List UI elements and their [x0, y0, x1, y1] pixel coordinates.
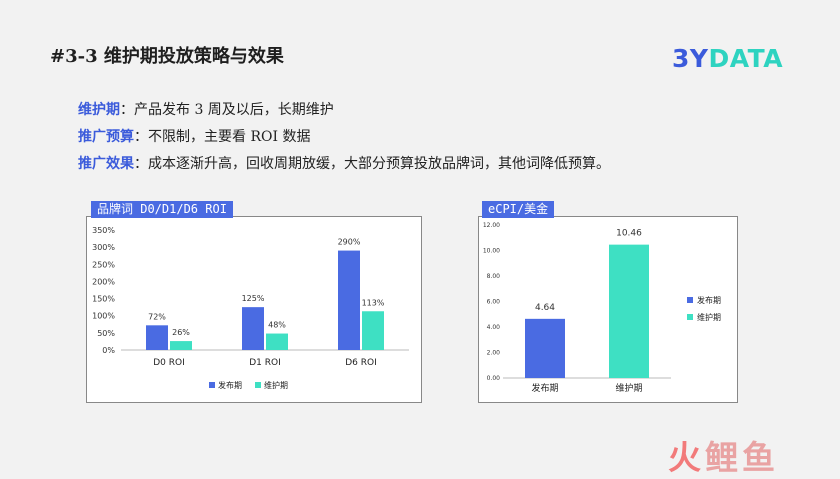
data-label: 290% [338, 238, 361, 247]
data-label: 26% [172, 328, 190, 337]
data-label: 72% [148, 312, 166, 321]
bullet-key: 维护期 [78, 102, 120, 118]
bullet-item: 推广效果：成本逐渐升高，回收周期放缓，大部分预算投放品牌词，其他词降低预算。 [78, 151, 610, 178]
bullet-item: 维护期：产品发布 3 周及以后，长期维护 [78, 97, 610, 124]
logo-part-2: DATA [708, 44, 784, 73]
watermark-logo: 火鲤鱼 [668, 431, 779, 479]
bar-release [242, 307, 264, 350]
logo-part-1: 3Y [672, 44, 709, 73]
legend-swatch [687, 314, 693, 320]
ecpi-chart-title: eCPI/美金 [482, 201, 555, 218]
x-tick-label: D6 ROI [345, 358, 377, 368]
data-label: 4.64 [535, 303, 555, 313]
bullet-list: 维护期：产品发布 3 周及以后，长期维护 推广预算：不限制，主要看 ROI 数据… [78, 97, 610, 178]
ecpi-chart-panel: 0.00 2.00 4.00 6.00 8.00 10.00 12.00 4.64 发布期 10.… [478, 216, 738, 403]
bullet-key: 推广效果 [78, 156, 134, 172]
y-tick-label: 8.00 [487, 273, 501, 280]
bullet-text: ：产品发布 3 周及以后，长期维护 [120, 102, 334, 118]
watermark-part-1: 火 [668, 438, 705, 477]
legend-label: 维护期 [697, 312, 721, 322]
data-label: 48% [268, 321, 286, 330]
brand-logo: 3YDATA [672, 44, 783, 73]
legend-label: 维护期 [264, 380, 288, 390]
bar-maintenance [362, 311, 384, 350]
x-tick-label: 维护期 [615, 382, 642, 394]
bar-maintenance [609, 244, 649, 378]
legend-label: 发布期 [697, 295, 721, 305]
y-tick-label: 300% [92, 243, 115, 252]
legend-swatch [687, 297, 693, 303]
x-tick-label: D0 ROI [153, 358, 185, 368]
legend-label: 发布期 [218, 380, 242, 390]
y-tick-label: 10.00 [483, 248, 500, 255]
data-label: 113% [362, 298, 385, 307]
ecpi-chart: 0.00 2.00 4.00 6.00 8.00 10.00 12.00 4.64 发布期 10.… [483, 222, 721, 394]
y-tick-label: 4.00 [487, 324, 501, 331]
bullet-text: ：成本逐渐升高，回收周期放缓，大部分预算投放品牌词，其他词降低预算。 [134, 156, 610, 172]
bullet-text: ：不限制，主要看 ROI 数据 [134, 129, 311, 145]
y-tick-label: 50% [97, 329, 115, 338]
y-tick-label: 6.00 [487, 299, 501, 306]
bar-maintenance [266, 333, 288, 350]
legend-swatch [255, 382, 261, 388]
roi-chart-panel: 0% 50% 100% 150% 200% 250% 300% 350% 72% 26% D0 RO… [86, 216, 422, 403]
data-label: 125% [242, 294, 265, 303]
y-tick-label: 250% [92, 260, 115, 269]
y-tick-label: 100% [92, 312, 115, 321]
data-label: 10.46 [616, 229, 642, 239]
bullet-key: 推广预算 [78, 129, 134, 145]
roi-chart-title: 品牌词 D0/D1/D6 ROI [91, 201, 233, 218]
legend-swatch [209, 382, 215, 388]
bar-maintenance [170, 341, 192, 350]
bar-release [338, 250, 360, 350]
bar-release [146, 325, 168, 350]
x-tick-label: 发布期 [531, 382, 558, 394]
x-tick-label: D1 ROI [249, 358, 281, 368]
y-tick-label: 0.00 [487, 375, 501, 382]
y-tick-label: 0% [102, 346, 115, 355]
roi-chart: 0% 50% 100% 150% 200% 250% 300% 350% 72% 26% D0 RO… [92, 226, 409, 390]
bar-release [525, 318, 565, 378]
y-tick-label: 150% [92, 295, 115, 304]
y-tick-label: 200% [92, 277, 115, 286]
bullet-item: 推广预算：不限制，主要看 ROI 数据 [78, 124, 610, 151]
slide-title: #3-3 维护期投放策略与效果 [50, 46, 284, 67]
y-tick-label: 350% [92, 226, 115, 235]
y-tick-label: 2.00 [487, 350, 501, 357]
watermark-part-2: 鲤鱼 [705, 438, 779, 477]
y-tick-label: 12.00 [483, 222, 500, 229]
